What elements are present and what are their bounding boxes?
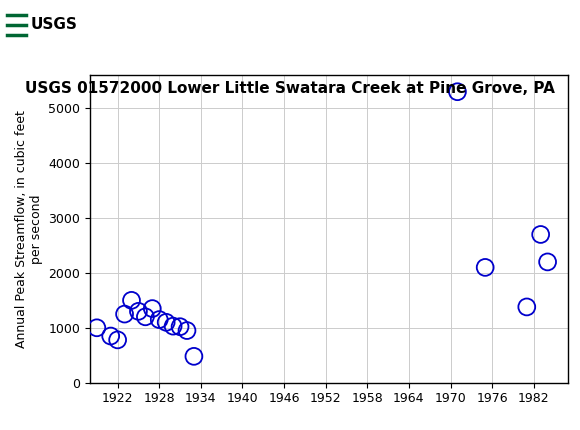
Point bbox=[113, 336, 122, 343]
Point bbox=[168, 322, 177, 329]
Point bbox=[536, 231, 545, 238]
Text: USGS: USGS bbox=[30, 17, 77, 32]
Point bbox=[120, 310, 129, 317]
Point bbox=[162, 319, 171, 326]
Point bbox=[127, 297, 136, 304]
Point bbox=[453, 88, 462, 95]
FancyBboxPatch shape bbox=[5, 6, 63, 43]
Point bbox=[481, 264, 490, 271]
Text: USGS 01572000 Lower Little Swatara Creek at Pine Grove, PA: USGS 01572000 Lower Little Swatara Creek… bbox=[25, 81, 555, 95]
Point bbox=[189, 353, 198, 360]
Point bbox=[155, 316, 164, 323]
Point bbox=[106, 332, 115, 339]
Point bbox=[175, 323, 184, 330]
Point bbox=[141, 313, 150, 320]
Y-axis label: Annual Peak Streamflow, in cubic feet
per second: Annual Peak Streamflow, in cubic feet pe… bbox=[14, 110, 42, 348]
Point bbox=[522, 304, 531, 310]
Point bbox=[92, 324, 101, 331]
Point bbox=[148, 305, 157, 312]
Point bbox=[543, 258, 552, 265]
Point bbox=[134, 308, 143, 315]
Point bbox=[182, 327, 191, 334]
